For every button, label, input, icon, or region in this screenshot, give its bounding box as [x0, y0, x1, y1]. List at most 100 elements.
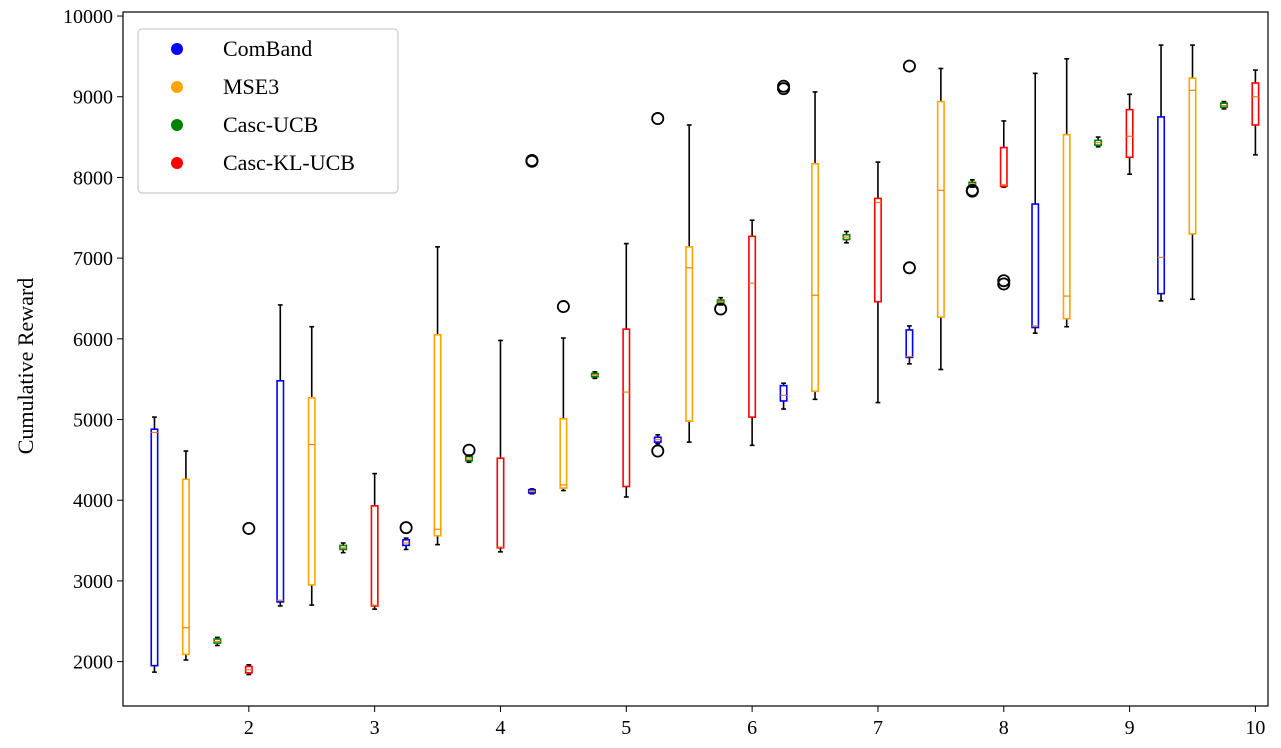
box	[1125, 108, 1134, 159]
box	[559, 417, 568, 489]
box-group	[1125, 93, 1134, 176]
flier-point	[777, 79, 791, 93]
box-group	[399, 521, 413, 551]
series-comband	[150, 44, 1166, 673]
legend-entry: MSE3	[171, 74, 279, 99]
box-group	[556, 300, 570, 492]
box-group	[685, 124, 694, 443]
y-tick-label: 7000	[73, 248, 113, 270]
box-group	[339, 542, 348, 554]
legend-label: Casc-KL-UCB	[223, 150, 355, 175]
y-tick-label: 3000	[73, 571, 113, 593]
x-tick-label: 6	[747, 717, 757, 739]
legend-marker	[171, 157, 183, 169]
legend-entry: ComBand	[171, 36, 312, 61]
box	[1188, 77, 1197, 235]
box-group	[1188, 44, 1197, 301]
box-group	[276, 304, 285, 607]
legend-label: MSE3	[223, 74, 279, 99]
legend-label: ComBand	[223, 36, 312, 61]
y-tick-label: 8000	[73, 167, 113, 189]
flier-point	[714, 302, 728, 316]
y-tick-label: 9000	[73, 87, 113, 109]
box-group	[1094, 136, 1103, 148]
box-group	[622, 242, 631, 498]
flier-point	[556, 300, 570, 314]
box-group	[873, 161, 882, 404]
box	[150, 428, 159, 667]
box-group	[1157, 44, 1166, 302]
box-group	[811, 91, 820, 401]
box	[433, 333, 442, 537]
box	[307, 396, 316, 586]
box-group	[462, 443, 476, 464]
box-group	[777, 79, 791, 410]
y-tick-label: 6000	[73, 329, 113, 351]
axes: 2 3 4 5 6 7 8 9 10 2000 3000 4000 5000 6000 7000 8000 90…	[63, 6, 1269, 739]
x-tick-label: 9	[1125, 717, 1135, 739]
legend-label: Casc-UCB	[223, 112, 318, 137]
box-group	[965, 179, 979, 198]
flier-point	[997, 277, 1011, 291]
y-tick-label: 10000	[63, 6, 113, 28]
box	[496, 457, 505, 549]
flier-point	[965, 184, 979, 198]
legend-marker	[171, 43, 183, 55]
box-group	[307, 325, 316, 606]
x-tick-label: 7	[873, 717, 883, 739]
box	[873, 197, 882, 303]
box-group	[842, 230, 851, 244]
series-mse3	[181, 44, 1197, 661]
box	[936, 100, 945, 318]
series-casc-kl-ucb	[242, 69, 1260, 676]
box-group	[748, 219, 757, 447]
flier-point	[902, 59, 916, 73]
x-tick-label: 8	[999, 717, 1009, 739]
legend-entry: Casc-UCB	[171, 112, 318, 137]
box-group	[496, 339, 505, 553]
box-group	[590, 371, 599, 380]
flier-point	[902, 261, 916, 275]
legend-entry: Casc-KL-UCB	[171, 150, 355, 175]
box	[276, 379, 285, 603]
box	[370, 505, 379, 607]
box-group	[181, 450, 190, 661]
y-axis-title: Cumulative Reward	[13, 278, 38, 455]
flier-point	[651, 444, 665, 458]
legend: ComBand MSE3 Casc-UCB Casc-KL-UCB	[137, 28, 399, 194]
box-group	[902, 59, 916, 365]
box	[811, 162, 820, 393]
y-tick-label: 4000	[73, 490, 113, 512]
plot-frame	[122, 11, 1269, 707]
box	[999, 146, 1008, 188]
flier-point	[462, 443, 476, 457]
x-tick-label: 4	[495, 717, 505, 739]
box-group	[370, 472, 379, 610]
y-tick-label: 5000	[73, 410, 113, 432]
box	[181, 478, 190, 656]
box-group	[936, 67, 945, 371]
flier-point	[651, 112, 665, 126]
box-group	[1062, 58, 1071, 328]
box-group	[525, 153, 539, 495]
x-tick-label: 5	[621, 717, 631, 739]
x-tick-label: 10	[1245, 717, 1265, 739]
box-group	[213, 636, 222, 647]
box-group	[150, 416, 159, 673]
box	[1062, 133, 1071, 320]
box	[748, 235, 757, 418]
x-tick-label: 2	[244, 717, 254, 739]
plot-marks	[150, 44, 1260, 676]
box-group	[433, 246, 442, 546]
box	[1031, 203, 1040, 329]
legend-frame	[137, 28, 399, 194]
box-group	[1219, 100, 1228, 110]
box-group	[651, 112, 665, 458]
box	[779, 384, 788, 402]
box-group	[242, 521, 256, 676]
box-group	[1251, 69, 1260, 156]
x-tick-label: 3	[370, 717, 380, 739]
box-group	[714, 296, 728, 316]
box	[622, 328, 631, 488]
